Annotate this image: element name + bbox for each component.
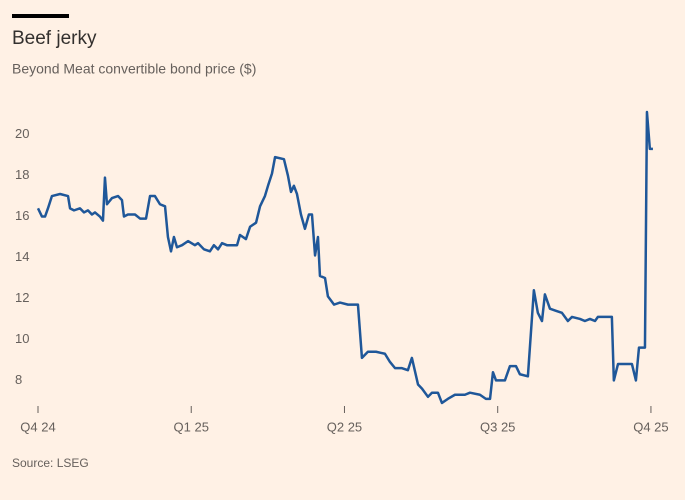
- chart-title: Beef jerky: [12, 28, 97, 49]
- title-bar: [12, 14, 69, 18]
- y-tick-label: 12: [15, 290, 29, 305]
- y-tick-label: 16: [15, 208, 29, 223]
- y-tick-label: 10: [15, 331, 29, 346]
- x-tick-label: Q1 25: [174, 419, 209, 434]
- x-tick-label: Q3 25: [480, 419, 515, 434]
- chart-subtitle: Beyond Meat convertible bond price ($): [12, 61, 256, 77]
- source: Source: LSEG: [12, 456, 89, 470]
- x-tick-label: Q2 25: [327, 419, 362, 434]
- x-tick-label: Q4 25: [633, 419, 668, 434]
- y-tick-label: 20: [15, 126, 29, 141]
- x-tick-label: Q4 24: [20, 419, 55, 434]
- y-tick-label: 18: [15, 167, 29, 182]
- y-tick-label: 8: [15, 372, 22, 387]
- line: [36, 110, 653, 405]
- y-tick-label: 14: [15, 249, 29, 264]
